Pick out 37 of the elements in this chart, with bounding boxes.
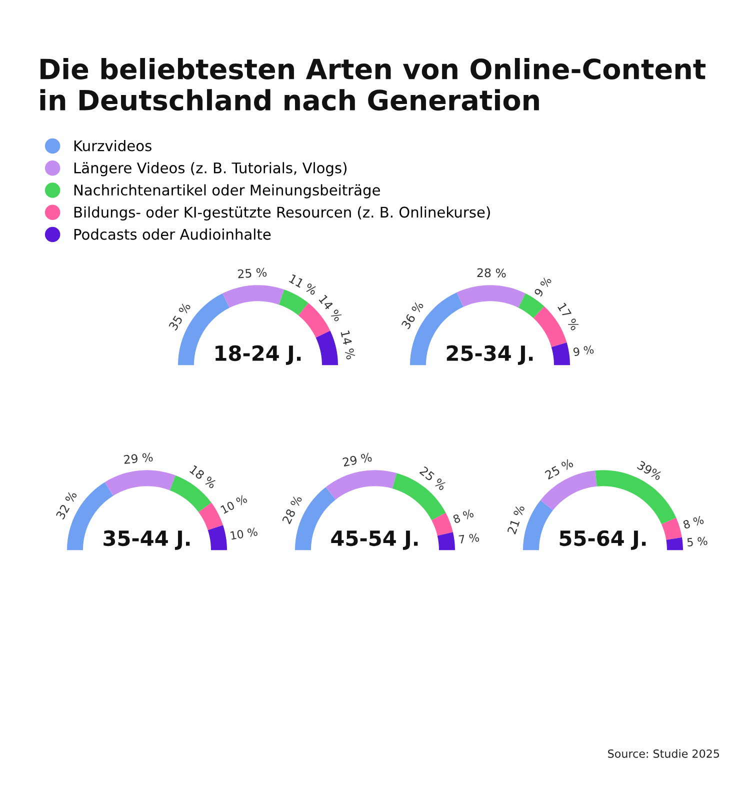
data-label: 10 % [220, 494, 248, 514]
data-label: 35 % [168, 302, 191, 331]
data-label: 29 % [342, 452, 372, 467]
data-label: 25 % [544, 458, 574, 480]
text: Die beliebtesten Arten von Online-Content in Deutschland nach Generation [40, 58, 706, 111]
source-note: Source: Studie 2025 [608, 749, 720, 758]
data-label: 21 % [507, 504, 525, 534]
data-label: 25 % [238, 268, 267, 278]
text: 18-24 J. [216, 345, 301, 365]
data-label: 8 % [682, 515, 704, 530]
legend-label: Längere Videos (z. B. Tutorials, Vlogs) [74, 162, 347, 176]
data-label: 28 % [282, 494, 302, 524]
text: 35-44 J. [104, 530, 190, 550]
data-label: 14 % [340, 330, 356, 360]
data-label: 9 % [534, 276, 552, 298]
legend-label: Nachrichtenartikel oder Meinungsbeiträge [74, 184, 380, 198]
data-label: 10 % [230, 527, 258, 540]
text: 25-34 J. [446, 345, 533, 365]
data-label: 17 % [557, 302, 580, 332]
legend-label: Kurzvideos [74, 140, 152, 152]
data-label: 25 % [419, 466, 447, 491]
data-label: 18 % [189, 464, 217, 489]
data-label: 14 % [318, 294, 343, 322]
data-label: 9 % [573, 345, 594, 356]
text: 45-54 J. [331, 530, 418, 550]
data-label: 32 % [56, 490, 78, 520]
data-label: 8 % [452, 508, 474, 524]
legend-label: Bildungs- oder KI-gestützte Resourcen (z. B. Onlinekurse) [74, 206, 490, 221]
legend-label: Podcasts oder Audioinhalte [74, 228, 271, 240]
data-label: 5 % [687, 536, 708, 547]
data-label: 29 % [124, 452, 153, 464]
data-label: 36 % [401, 300, 424, 330]
text: 55-64 J. [560, 530, 646, 550]
data-label: 11 % [288, 274, 318, 296]
data-label: 39% [636, 460, 663, 481]
data-label: 28 % [477, 268, 506, 278]
data-label: 7 % [458, 533, 480, 544]
